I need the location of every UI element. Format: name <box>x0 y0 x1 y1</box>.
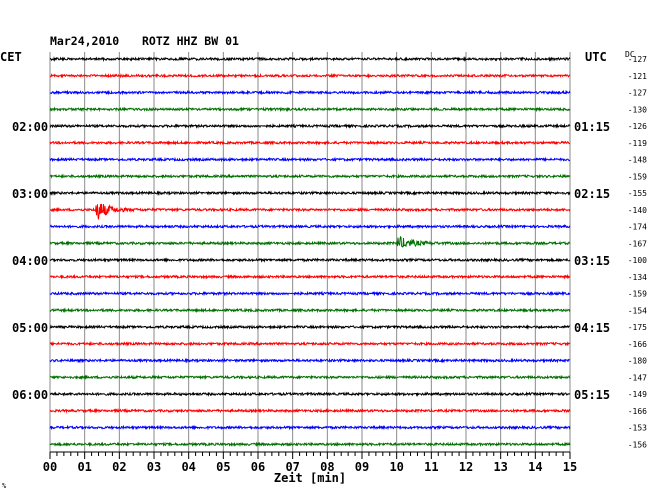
trace-9 <box>49 203 571 220</box>
right-hour-label: 01:15 <box>574 120 610 134</box>
dc-offset-label: -134 <box>628 273 647 282</box>
right-hour-label: 02:15 <box>574 187 610 201</box>
dc-offset-label: -119 <box>628 139 647 148</box>
dc-offset-label: -159 <box>628 172 647 181</box>
right-hour-label: 04:15 <box>574 321 610 335</box>
dc-offset-label: -166 <box>628 407 647 416</box>
x-tick-label: 06 <box>251 460 265 474</box>
left-timezone-label: CET <box>0 50 22 64</box>
trace-7 <box>49 173 571 180</box>
dc-offset-label: -100 <box>628 256 647 265</box>
dc-offset-label: -155 <box>628 189 647 198</box>
x-tick-label: 09 <box>355 460 369 474</box>
x-tick-label: 15 <box>563 460 577 474</box>
trace-10 <box>49 223 571 230</box>
trace-15 <box>49 307 571 314</box>
dc-offset-label: -148 <box>628 156 647 165</box>
trace-18 <box>49 357 571 364</box>
dc-offset-label: -180 <box>628 357 647 366</box>
left-hour-label: 03:00 <box>12 187 48 201</box>
x-tick-label: 00 <box>43 460 57 474</box>
x-tick-label: 04 <box>181 460 195 474</box>
dc-offset-label: -167 <box>628 239 647 248</box>
dc-offset-label: -127 <box>628 55 647 64</box>
x-tick-label: 13 <box>493 460 507 474</box>
dc-offset-label: -140 <box>628 206 647 215</box>
x-tick-label: 12 <box>459 460 473 474</box>
x-tick-label: 05 <box>216 460 230 474</box>
left-hour-label: 05:00 <box>12 321 48 335</box>
x-tick-label: 03 <box>147 460 161 474</box>
x-tick-label: 01 <box>77 460 91 474</box>
x-tick-label: 07 <box>285 460 299 474</box>
trace-22 <box>49 424 571 431</box>
left-hour-label: 02:00 <box>12 120 48 134</box>
trace-21 <box>49 407 571 414</box>
trace-2 <box>49 89 571 96</box>
trace-1 <box>49 72 571 79</box>
dc-offset-label: -130 <box>628 105 647 114</box>
dc-column-label: DC <box>625 50 635 59</box>
corner-mark: % <box>2 482 7 490</box>
trace-6 <box>49 156 570 163</box>
dc-offset-label: -153 <box>628 424 647 433</box>
dc-offset-label: -149 <box>628 390 647 399</box>
trace-17 <box>49 340 571 347</box>
trace-14 <box>49 290 571 297</box>
trace-4 <box>49 123 571 130</box>
trace-16 <box>49 324 571 330</box>
dc-offset-label: -127 <box>628 89 647 98</box>
x-tick-label: 02 <box>112 460 126 474</box>
dc-offset-label: -147 <box>628 373 647 382</box>
right-hour-labels: 01:15 02:15 03:15 04:15 05:15 <box>574 120 610 402</box>
trace-23 <box>49 441 571 448</box>
x-tick-label: 14 <box>528 460 542 474</box>
grid <box>49 52 571 452</box>
dc-offset-label: -154 <box>628 306 647 315</box>
left-hour-label: 04:00 <box>12 254 48 268</box>
x-tick-label: 11 <box>424 460 438 474</box>
left-hour-labels: 02:00 03:00 04:00 05:00 06:00 <box>12 120 48 402</box>
x-axis-label: Zeit [min] <box>274 471 346 485</box>
right-hour-label: 05:15 <box>574 388 610 402</box>
trace-3 <box>49 106 571 113</box>
trace-11 <box>49 235 571 248</box>
dc-offset-label: -159 <box>628 290 647 299</box>
dc-offset-labels: -127 -121 -127 -130 -126 -119 -148 -159 -155 -140… <box>628 55 647 449</box>
trace-12 <box>49 257 571 264</box>
x-tick-label: 08 <box>320 460 334 474</box>
dc-offset-label: -175 <box>628 323 647 332</box>
trace-5 <box>49 139 571 146</box>
chart-title-date: Mar24,2010 <box>50 34 119 48</box>
dc-offset-label: -121 <box>628 72 647 81</box>
left-hour-label: 06:00 <box>12 388 48 402</box>
dc-offset-label: -156 <box>628 440 647 449</box>
traces <box>49 56 571 448</box>
right-hour-label: 03:15 <box>574 254 610 268</box>
trace-19 <box>49 374 571 381</box>
dc-offset-label: -174 <box>628 223 647 232</box>
dc-offset-label: -166 <box>628 340 647 349</box>
trace-13 <box>49 273 571 280</box>
x-tick-label: 10 <box>389 460 403 474</box>
dc-offset-label: -126 <box>628 122 647 131</box>
trace-0 <box>49 56 571 63</box>
chart-title-station: ROTZ HHZ BW 01 <box>142 34 239 48</box>
right-timezone-label: UTC <box>585 50 607 64</box>
trace-20 <box>49 391 571 398</box>
x-tick-labels: 00 01 02 03 04 05 06 07 08 09 10 11 12 13 14 15 <box>43 452 577 474</box>
trace-8 <box>49 190 571 196</box>
